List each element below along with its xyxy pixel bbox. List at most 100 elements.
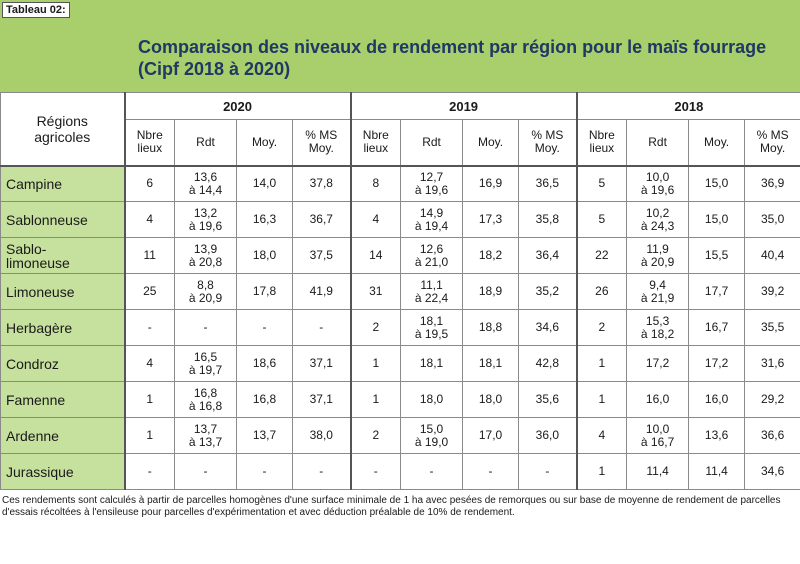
title-line-1: Comparaison des niveaux de rendement par… bbox=[138, 37, 767, 57]
table-cell: 13,7 bbox=[236, 417, 293, 454]
cell-line: 31,6 bbox=[760, 356, 785, 370]
cell-line: - bbox=[203, 464, 208, 478]
column-header-line: lieux bbox=[137, 141, 163, 156]
cell-line: à 20,8 bbox=[188, 254, 223, 269]
cell-line: 36,7 bbox=[309, 212, 333, 226]
cell-line: - bbox=[319, 464, 324, 478]
cell-line: 18,8 bbox=[478, 320, 503, 334]
table-cell: 14,0 bbox=[236, 164, 293, 202]
table-cell: 5 bbox=[575, 201, 628, 238]
cell-line: 18,1 bbox=[419, 356, 444, 370]
table-cell: 12,7 à 19,6 bbox=[400, 164, 464, 202]
table-cell: 2 bbox=[349, 417, 402, 454]
year-header: 2020 bbox=[123, 92, 352, 120]
column-header-line: Moy. bbox=[477, 134, 504, 149]
table-cell: 26 bbox=[575, 273, 628, 310]
region-header-line-2: agricoles bbox=[34, 128, 91, 145]
table-cell: 17,8 bbox=[236, 273, 293, 310]
year-header: 2018 bbox=[575, 92, 800, 120]
column-header-line: Rdt bbox=[648, 134, 667, 149]
cell-line: 41,9 bbox=[309, 284, 333, 298]
table-row: Campine 6 13,6 à 14,4 14,0 37,8 8 12,7 à 19,6 16,… bbox=[0, 164, 800, 202]
table-cell: 8 bbox=[349, 164, 402, 202]
cell-line: 2 bbox=[598, 320, 606, 334]
cell-line: 22 bbox=[595, 248, 609, 262]
cell-line: 2 bbox=[372, 320, 380, 334]
cell-line: 14,9 bbox=[419, 205, 444, 220]
cell-line: à 24,3 bbox=[640, 218, 675, 233]
table-cell: 6 bbox=[123, 164, 175, 202]
cell-line: à 21,9 bbox=[640, 290, 675, 305]
cell-line: 4 bbox=[146, 212, 154, 226]
cell-line: - bbox=[373, 464, 378, 478]
table-cell: 18,2 bbox=[462, 237, 520, 274]
cell-line: 16,0 bbox=[704, 392, 729, 406]
cell-line: 37,1 bbox=[309, 356, 333, 370]
cell-line: 16,0 bbox=[645, 392, 670, 406]
cell-line: 15,0 bbox=[704, 176, 729, 191]
table-cell: 15,3 à 18,2 bbox=[626, 309, 690, 346]
table-cell: 37,1 bbox=[291, 345, 352, 382]
cell-line: 12,6 bbox=[419, 241, 444, 256]
cell-line: à 19,5 bbox=[414, 326, 449, 341]
cell-line: à 19,7 bbox=[188, 362, 223, 377]
cell-line: 11,9 bbox=[646, 241, 669, 256]
table-cell: - bbox=[291, 309, 352, 346]
year-header: 2019 bbox=[349, 92, 578, 120]
table-cell: 18,9 bbox=[462, 273, 520, 310]
table-cell: 16,7 bbox=[688, 309, 746, 346]
region-name-line: Ardenne bbox=[6, 427, 59, 444]
column-header: Moy. bbox=[462, 119, 520, 166]
table-cell: 36,0 bbox=[518, 417, 578, 454]
cell-line: 16,9 bbox=[478, 176, 503, 191]
table-cell: 18,0 bbox=[462, 381, 520, 418]
cell-line: à 13,7 bbox=[188, 434, 223, 449]
table-cell: 1 bbox=[349, 345, 402, 382]
table-cell: 1 bbox=[123, 381, 175, 418]
column-header-line: Rdt bbox=[422, 134, 441, 149]
column-header-line: Moy. bbox=[251, 134, 278, 149]
region-name: Ardenne bbox=[0, 417, 125, 454]
column-header: Moy. bbox=[688, 119, 746, 166]
table-cell: 18,1 à 19,5 bbox=[400, 309, 464, 346]
cell-line: 29,2 bbox=[760, 392, 785, 406]
table-cell: 16,0 bbox=[688, 381, 746, 418]
cell-line: à 18,2 bbox=[640, 326, 675, 341]
table-cell: 1 bbox=[349, 381, 402, 418]
cell-line: 1 bbox=[146, 428, 154, 442]
table-cell: 35,2 bbox=[518, 273, 578, 310]
table-cell: 34,6 bbox=[518, 309, 578, 346]
cell-line: 35,0 bbox=[760, 212, 785, 226]
table-cell: 4 bbox=[575, 417, 628, 454]
cell-line: 1 bbox=[146, 392, 154, 406]
table-cell: 31 bbox=[349, 273, 402, 310]
table-cell: 1 bbox=[575, 453, 628, 490]
table-row: Limoneuse 25 8,8 à 20,9 17,8 41,9 31 11,1 à 22,4… bbox=[0, 273, 800, 310]
cell-line: - bbox=[545, 464, 550, 478]
region-name-line: limoneuse bbox=[6, 254, 70, 271]
table-cell: 36,7 bbox=[291, 201, 352, 238]
column-header: Rdt bbox=[400, 119, 464, 166]
region-name-line: Sablonneuse bbox=[6, 211, 88, 228]
column-header-line: Moy. bbox=[760, 141, 786, 156]
footnote: Ces rendements sont calculés à partir de… bbox=[2, 495, 781, 518]
table-cell: - bbox=[123, 309, 175, 346]
cell-line: - bbox=[429, 464, 434, 478]
cell-line: 36,0 bbox=[535, 428, 559, 442]
cell-line: - bbox=[319, 320, 324, 334]
cell-line: 35,6 bbox=[535, 392, 559, 406]
table-cell: - bbox=[236, 309, 293, 346]
table-cell: 4 bbox=[123, 345, 175, 382]
table-cell: 16,9 bbox=[462, 164, 520, 202]
region-name-line: Sablo- bbox=[6, 240, 47, 257]
table-row: Herbagère - - - -2 18,1 à 19,5 18,8 34,6 2 15,3 à 1… bbox=[0, 309, 800, 346]
table-cell: - bbox=[518, 453, 578, 490]
cell-line: 10,0 bbox=[645, 169, 670, 184]
cell-line: 14,0 bbox=[252, 176, 277, 191]
cell-line: 11,4 bbox=[646, 464, 669, 478]
cell-line: à 19,6 bbox=[640, 182, 675, 197]
column-header-line: lieux bbox=[589, 141, 615, 156]
cell-line: 37,5 bbox=[309, 248, 333, 262]
column-header: Rdt bbox=[626, 119, 690, 166]
cell-line: 17,8 bbox=[252, 284, 277, 298]
